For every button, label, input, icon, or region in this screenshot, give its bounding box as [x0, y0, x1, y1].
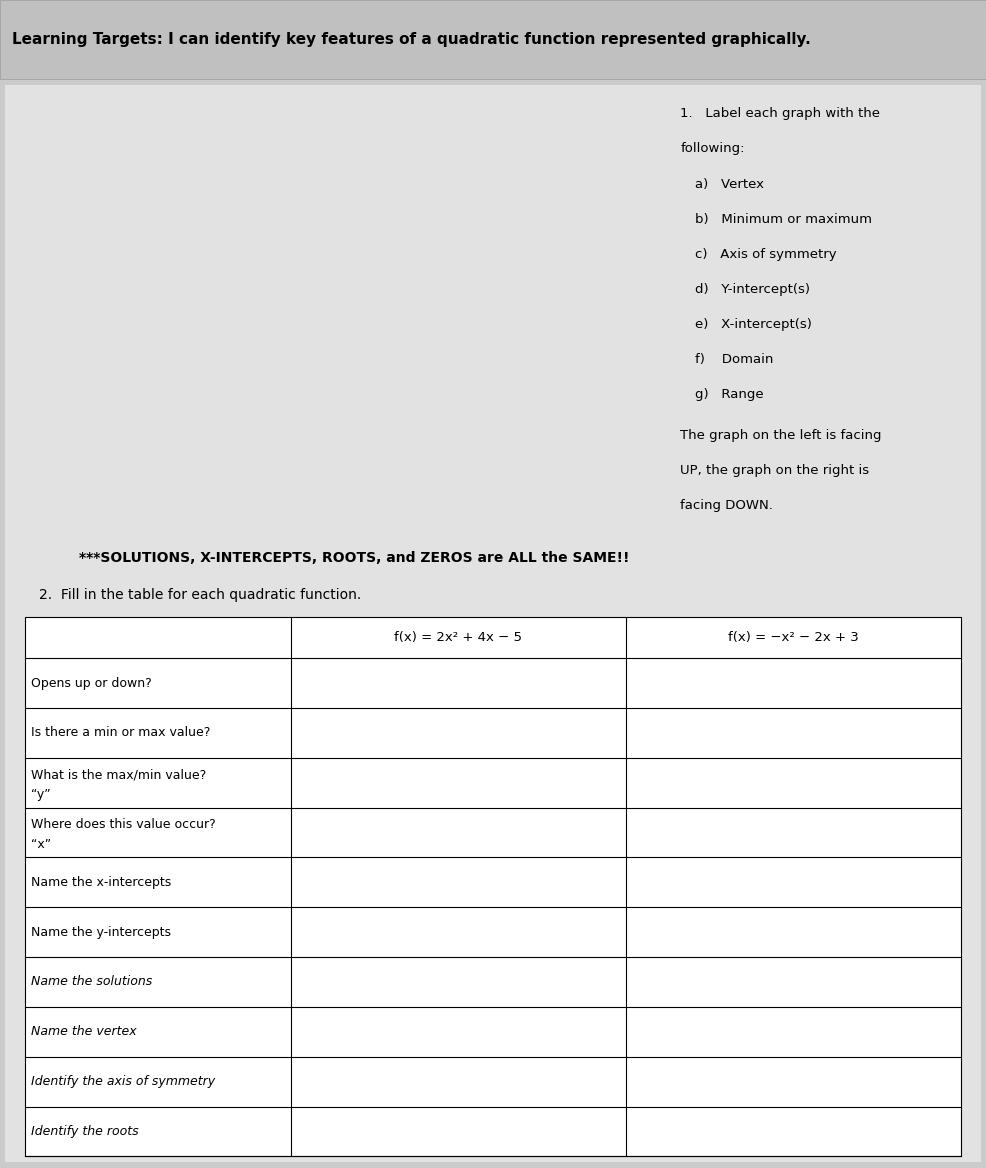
Text: facing DOWN.: facing DOWN. [680, 499, 773, 512]
Text: Name the x-intercepts: Name the x-intercepts [31, 876, 171, 889]
Text: UP, the graph on the right is: UP, the graph on the right is [680, 464, 870, 477]
Text: b)   Minimum or maximum: b) Minimum or maximum [695, 213, 873, 225]
Text: g)   Range: g) Range [695, 388, 764, 401]
Text: f(x) = −x² − 2x + 3: f(x) = −x² − 2x + 3 [729, 631, 859, 644]
Text: ***SOLUTIONS, X-INTERCEPTS, ROOTS, and ZEROS are ALL the SAME!!: ***SOLUTIONS, X-INTERCEPTS, ROOTS, and Z… [79, 551, 629, 565]
Text: What is the max/min value?: What is the max/min value? [31, 769, 206, 781]
Text: Name the vertex: Name the vertex [31, 1026, 136, 1038]
Text: 2.  Fill in the table for each quadratic function.: 2. Fill in the table for each quadratic … [39, 588, 362, 602]
Text: Opens up or down?: Opens up or down? [31, 676, 151, 689]
Text: Is there a min or max value?: Is there a min or max value? [31, 726, 210, 739]
Text: Identify the roots: Identify the roots [31, 1125, 138, 1138]
Text: a)   Vertex: a) Vertex [695, 178, 764, 190]
Text: d)   Y-intercept(s): d) Y-intercept(s) [695, 283, 810, 296]
Text: Name the y-intercepts: Name the y-intercepts [31, 926, 171, 939]
Text: following:: following: [680, 142, 744, 155]
Text: c)   Axis of symmetry: c) Axis of symmetry [695, 248, 837, 260]
Text: Name the solutions: Name the solutions [31, 975, 152, 988]
Text: f(x) = 2x² + 4x − 5: f(x) = 2x² + 4x − 5 [394, 631, 523, 644]
Text: f)    Domain: f) Domain [695, 353, 773, 366]
Text: The graph on the left is facing: The graph on the left is facing [680, 429, 881, 442]
Text: 1.   Label each graph with the: 1. Label each graph with the [680, 107, 880, 120]
Text: “y”: “y” [31, 788, 50, 801]
Text: Where does this value occur?: Where does this value occur? [31, 818, 215, 830]
Text: “x”: “x” [31, 837, 50, 850]
Text: Learning Targets: I can identify key features of a quadratic function represente: Learning Targets: I can identify key fea… [12, 33, 810, 47]
Text: Identify the axis of symmetry: Identify the axis of symmetry [31, 1075, 215, 1089]
Text: e)   X-intercept(s): e) X-intercept(s) [695, 318, 812, 331]
